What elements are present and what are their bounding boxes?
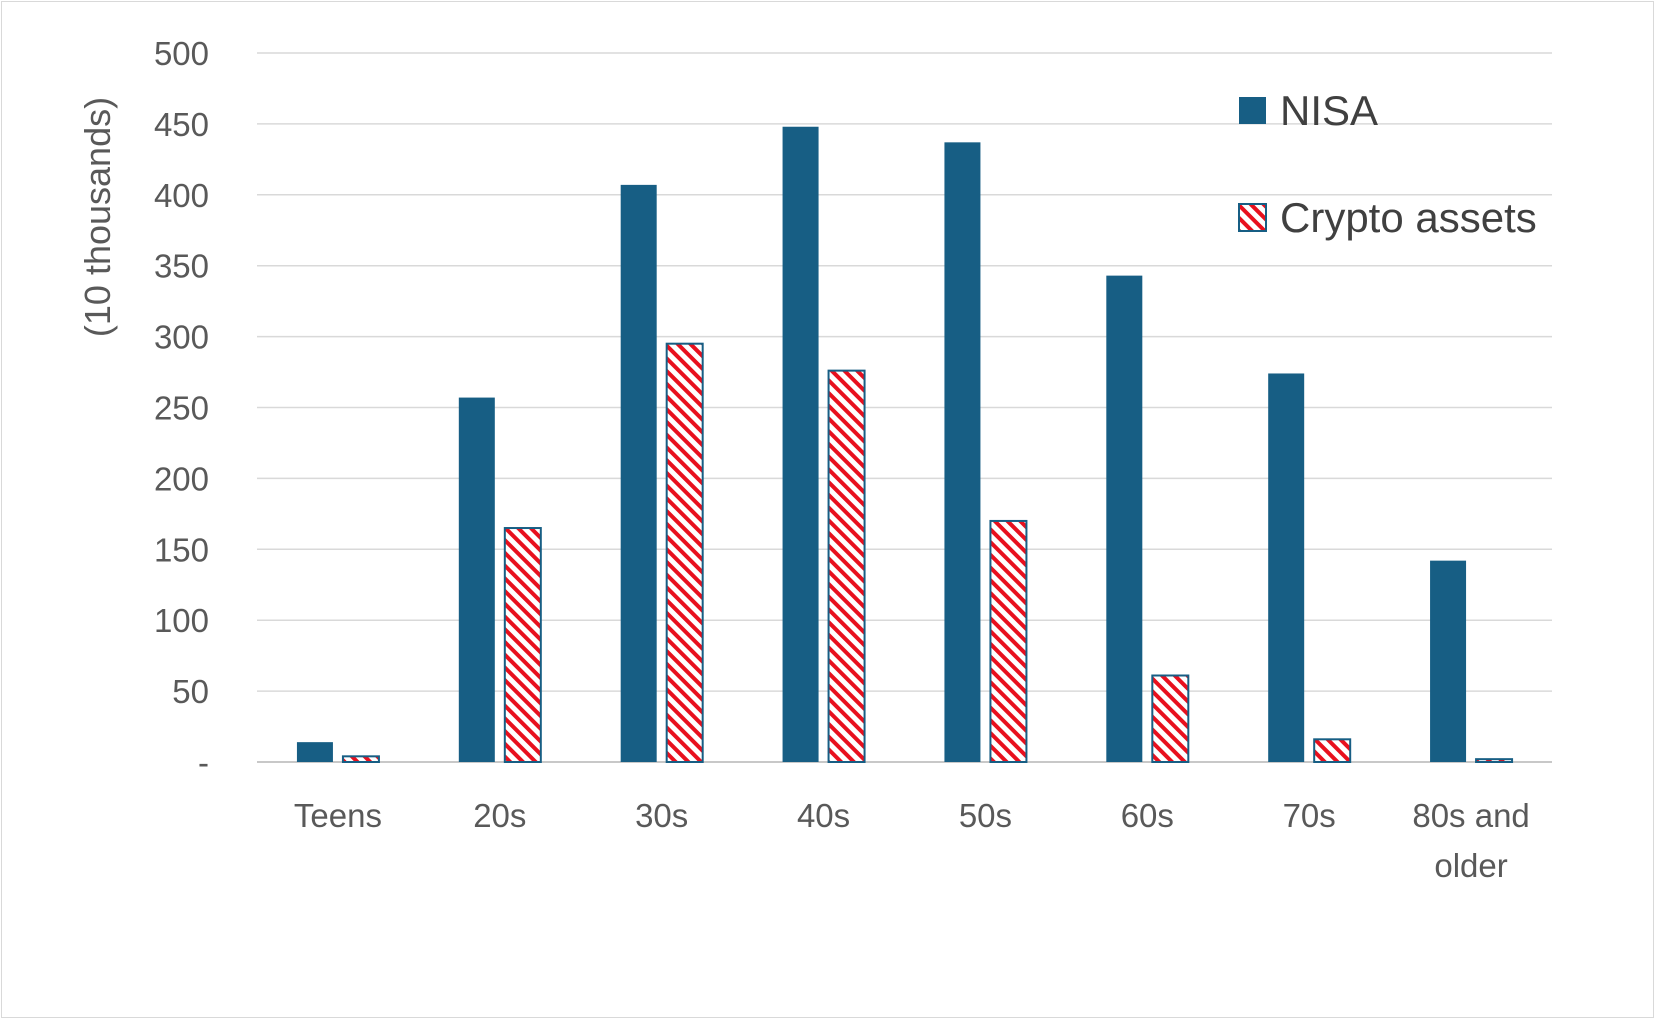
bar-nisa-60s — [1106, 275, 1143, 762]
y-tick-label-250: 250 — [154, 390, 209, 427]
bar-crypto-assets-40s — [827, 369, 866, 763]
gridlines — [257, 52, 1552, 763]
legend-label-crypto-assets: Crypto assets — [1280, 194, 1537, 241]
bars — [296, 126, 1514, 764]
bar-nisa-50s — [944, 142, 981, 763]
x-tick-label-6: 70s — [1283, 797, 1336, 834]
y-tick-label-150: 150 — [154, 531, 209, 568]
x-tick-label-0: Teens — [294, 797, 382, 834]
bar-crypto-assets-teens — [341, 755, 380, 764]
bar-crypto-assets-30s — [665, 342, 704, 763]
bar-crypto-assets-20s — [503, 527, 542, 764]
y-tick-label-500: 500 — [154, 35, 209, 72]
x-tick-label-3: 40s — [797, 797, 850, 834]
bar-nisa-40s — [782, 126, 819, 762]
y-tick-label-100: 100 — [154, 602, 209, 639]
legend-swatch-crypto-assets — [1238, 203, 1267, 232]
y-axis-tick-labels: - 50 100 150 200 250 300 350 400 450 500 — [154, 35, 209, 781]
bar-nisa-70s — [1268, 373, 1305, 762]
x-tick-label-7-line-0: 80s and — [1412, 797, 1529, 834]
y-axis-title: (10 thousands) — [77, 97, 118, 337]
legend: NISA Crypto assets — [1238, 87, 1537, 241]
x-axis-tick-labels: Teens 20s 30s 40s 50s 60s 70s 80s and older — [294, 797, 1530, 884]
y-tick-label-400: 400 — [154, 177, 209, 214]
bar-nisa-30s — [620, 184, 657, 762]
x-tick-label-1: 20s — [473, 797, 526, 834]
bar-nisa-20s — [458, 397, 495, 762]
y-tick-label-50: 50 — [172, 673, 209, 710]
bar-crypto-assets-80s-and-older — [1475, 758, 1514, 764]
legend-swatch-nisa — [1239, 97, 1266, 124]
bar-nisa-80s-and-older — [1430, 560, 1467, 762]
legend-label-nisa: NISA — [1280, 87, 1378, 134]
x-tick-label-2: 30s — [635, 797, 688, 834]
bar-crypto-assets-60s — [1151, 674, 1190, 764]
y-tick-label-200: 200 — [154, 460, 209, 497]
x-tick-label-7-line-1: older — [1434, 847, 1507, 884]
x-tick-label-5: 60s — [1121, 797, 1174, 834]
bar-crypto-assets-70s — [1313, 738, 1352, 764]
y-tick-label-350: 350 — [154, 248, 209, 285]
bar-crypto-assets-50s — [989, 519, 1028, 763]
y-tick-label-450: 450 — [154, 106, 209, 143]
x-tick-label-4: 50s — [959, 797, 1012, 834]
y-tick-label-300: 300 — [154, 319, 209, 356]
y-tick-label-0: - — [198, 744, 209, 781]
bar-nisa-teens — [296, 742, 333, 762]
